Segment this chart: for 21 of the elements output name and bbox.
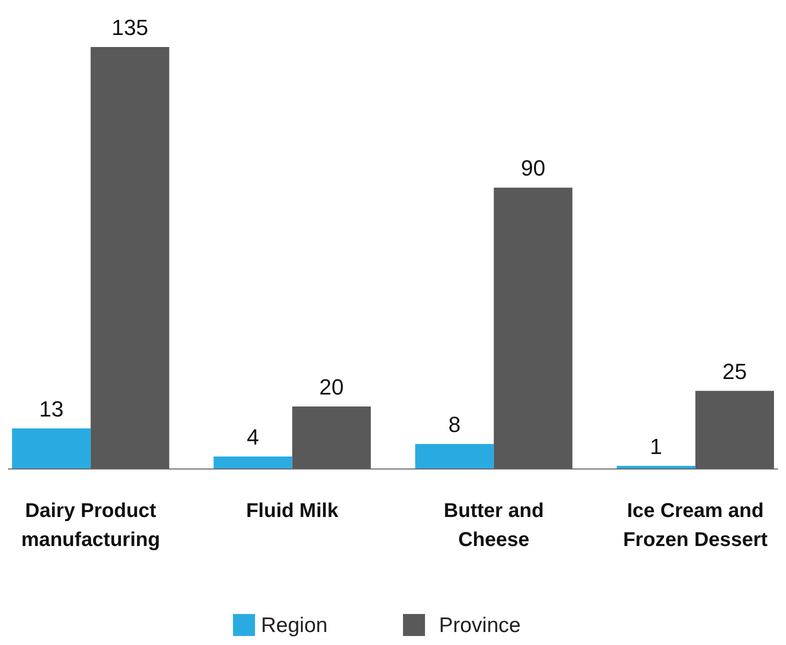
bar <box>12 428 91 469</box>
x-tick-label: Butter and Cheese <box>444 500 544 551</box>
data-label: 1 <box>650 434 662 459</box>
bar <box>494 188 572 469</box>
bar <box>214 456 292 469</box>
bar <box>695 390 774 469</box>
data-label: 20 <box>319 374 344 400</box>
data-label: 25 <box>722 358 747 384</box>
bar <box>415 444 494 469</box>
legend-label: Province <box>439 614 521 637</box>
data-label: 4 <box>246 424 260 450</box>
data-label: 8 <box>448 412 461 437</box>
data-label: 13 <box>39 396 64 422</box>
x-tick-label: Dairy Product manufacturing <box>21 500 160 551</box>
legend-label: Region <box>261 614 328 637</box>
data-label: 90 <box>520 156 546 181</box>
data-label: 135 <box>112 15 148 40</box>
bar <box>292 406 371 469</box>
x-tick-label: Ice Cream and Frozen Dessert <box>623 500 768 551</box>
x-tick-label: Fluid Milk <box>246 500 340 522</box>
bar <box>90 47 170 469</box>
